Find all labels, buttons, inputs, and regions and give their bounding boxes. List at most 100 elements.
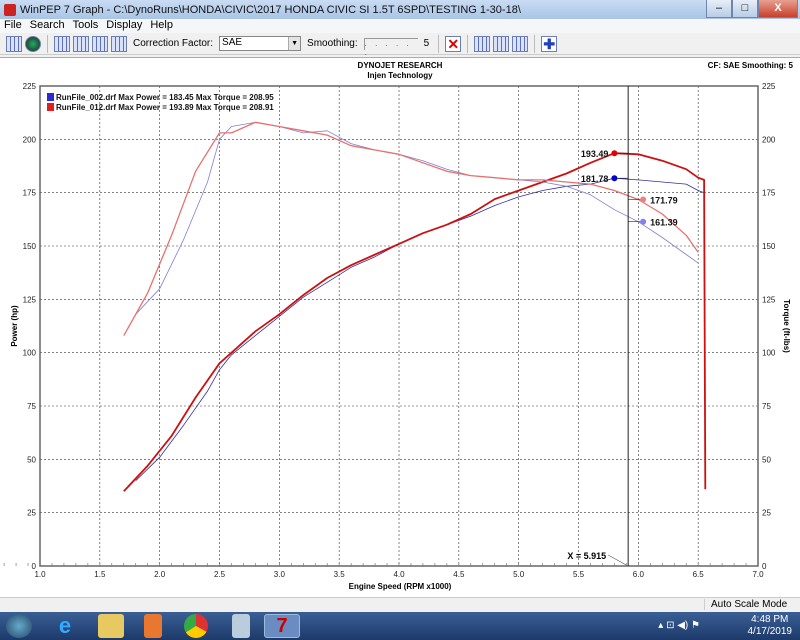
y-tick-label: 100 bbox=[23, 349, 37, 358]
separator bbox=[47, 34, 48, 53]
smoothing-value: 5 bbox=[423, 38, 430, 49]
pan-hand-icon[interactable] bbox=[493, 35, 510, 52]
y2-tick-label: 125 bbox=[762, 295, 776, 304]
cursor-leader bbox=[608, 554, 627, 566]
chrome-icon[interactable] bbox=[184, 614, 208, 638]
marker-dot bbox=[640, 196, 647, 203]
correction-factor-select[interactable]: SAE ▼ bbox=[219, 36, 302, 51]
y-tick-label: 150 bbox=[23, 242, 37, 251]
zoom-icon[interactable] bbox=[474, 35, 491, 52]
y-tick-label: 25 bbox=[27, 509, 36, 518]
graph-both-icon[interactable] bbox=[92, 35, 108, 52]
y-tick-label: 75 bbox=[27, 402, 36, 411]
media-player-icon[interactable] bbox=[144, 614, 162, 638]
marker-label: 171.79 bbox=[650, 196, 678, 206]
separator bbox=[534, 34, 536, 53]
title-bar: WinPEP 7 Graph - C:\DynoRuns\HONDA\CIVIC… bbox=[0, 0, 800, 19]
smoothing-slider[interactable]: . . . . . . bbox=[363, 37, 418, 57]
y-tick-label: 50 bbox=[27, 455, 36, 464]
y2-axis-label: Torque (ft-lbs) bbox=[782, 299, 791, 353]
y-tick-label: 175 bbox=[23, 189, 37, 198]
chart-subtitle: Injen Technology bbox=[367, 71, 433, 80]
y2-tick-label: 75 bbox=[762, 402, 771, 411]
tray-icons[interactable]: ▴ ⊡ ◀) ⚑ bbox=[658, 620, 700, 631]
x-axis-label: Engine Speed (RPM x1000) bbox=[349, 582, 452, 591]
series-line bbox=[135, 121, 699, 315]
y2-tick-label: 0 bbox=[762, 562, 767, 571]
y2-tick-label: 100 bbox=[762, 349, 776, 358]
menu-search[interactable]: Search bbox=[29, 19, 65, 31]
x-tick-label: 4.0 bbox=[393, 570, 405, 579]
graph-torque-icon[interactable] bbox=[73, 35, 89, 52]
chevron-down-icon[interactable]: ▼ bbox=[288, 37, 301, 50]
status-bar: Auto Scale Mode bbox=[0, 597, 800, 612]
maximize-button[interactable]: □ bbox=[732, 0, 758, 18]
menu-file[interactable]: File bbox=[4, 19, 22, 31]
separator bbox=[438, 34, 440, 53]
scale-mode: Auto Scale Mode bbox=[704, 599, 794, 610]
marker-dot bbox=[640, 218, 647, 225]
legend-entry: RunFile_012.drf Max Power = 193.89 Max T… bbox=[56, 103, 274, 112]
graph-power-icon[interactable] bbox=[54, 35, 70, 52]
y-tick-label: 225 bbox=[23, 82, 37, 91]
y-tick-label: 0 bbox=[32, 562, 37, 571]
y-tick-label: 125 bbox=[23, 295, 37, 304]
gauge-icon[interactable] bbox=[25, 35, 41, 52]
series-line bbox=[123, 121, 699, 336]
x-tick-label: 5.5 bbox=[573, 570, 585, 579]
marker-label: 161.39 bbox=[650, 218, 678, 228]
clock[interactable]: 4:48 PM 4/17/2019 bbox=[748, 614, 793, 638]
file-explorer-icon[interactable] bbox=[98, 614, 124, 638]
calculator-icon[interactable] bbox=[232, 614, 250, 638]
menu-help[interactable]: Help bbox=[150, 19, 173, 31]
grid-icon[interactable] bbox=[6, 35, 22, 52]
clock-time: 4:48 PM bbox=[751, 614, 789, 625]
y2-tick-label: 25 bbox=[762, 509, 771, 518]
x-tick-label: 7.0 bbox=[752, 570, 764, 579]
series-line bbox=[135, 177, 706, 481]
menu-display[interactable]: Display bbox=[106, 19, 143, 31]
clock-date: 4/17/2019 bbox=[747, 626, 793, 637]
x-tick-label: 1.0 bbox=[34, 570, 46, 579]
marker-label: 181.78 bbox=[581, 174, 609, 184]
y2-tick-label: 200 bbox=[762, 135, 776, 144]
correction-factor-value: SAE bbox=[222, 37, 243, 48]
toolbar: Correction Factor: SAE ▼ Smoothing: . . .… bbox=[0, 33, 800, 57]
x-tick-label: 3.0 bbox=[274, 570, 286, 579]
close-button[interactable]: X bbox=[758, 0, 798, 18]
x-tick-label: 2.0 bbox=[154, 570, 166, 579]
dyno-chart[interactable]: DYNOJET RESEARCH Injen Technology CF: SA… bbox=[0, 58, 800, 598]
menu-tools[interactable]: Tools bbox=[72, 19, 99, 31]
x-tick-label: 6.5 bbox=[693, 570, 705, 579]
clear-x-icon[interactable]: ✕ bbox=[445, 35, 462, 52]
smoothing-label: Smoothing: bbox=[307, 38, 358, 49]
separator bbox=[467, 34, 469, 53]
marker-dot bbox=[611, 175, 618, 182]
minimize-button[interactable]: – bbox=[706, 0, 732, 18]
start-button[interactable] bbox=[6, 614, 32, 638]
x-tick-label: 5.0 bbox=[513, 570, 525, 579]
y-axis-label: Power (hp) bbox=[10, 305, 19, 347]
marker-label: 193.49 bbox=[581, 149, 609, 159]
x-tick-label: 1.5 bbox=[94, 570, 106, 579]
legend-swatch bbox=[47, 93, 54, 101]
graph-all-icon[interactable] bbox=[111, 35, 127, 52]
x-tick-label: 6.0 bbox=[633, 570, 645, 579]
chart-panel: DYNOJET RESEARCH Injen Technology CF: SA… bbox=[0, 57, 800, 597]
legend-swatch bbox=[47, 103, 54, 111]
correction-factor-label: Correction Factor: bbox=[133, 38, 214, 49]
y2-tick-label: 50 bbox=[762, 455, 771, 464]
select-icon[interactable] bbox=[512, 35, 529, 52]
x-tick-label: 3.5 bbox=[334, 570, 346, 579]
app-icon bbox=[4, 3, 16, 16]
chart-settings: CF: SAE Smoothing: 5 bbox=[708, 61, 794, 70]
series-line bbox=[123, 152, 707, 492]
x-tick-label: 4.5 bbox=[453, 570, 465, 579]
crosshair-icon[interactable]: ✚ bbox=[541, 35, 558, 52]
chart-title: DYNOJET RESEARCH bbox=[358, 61, 443, 70]
y-tick-label: 200 bbox=[23, 135, 37, 144]
x-tick-label: 2.5 bbox=[214, 570, 226, 579]
y2-tick-label: 225 bbox=[762, 82, 776, 91]
internet-explorer-icon[interactable]: e bbox=[58, 613, 72, 638]
winpep-taskbar-icon[interactable]: 7 bbox=[264, 614, 300, 638]
